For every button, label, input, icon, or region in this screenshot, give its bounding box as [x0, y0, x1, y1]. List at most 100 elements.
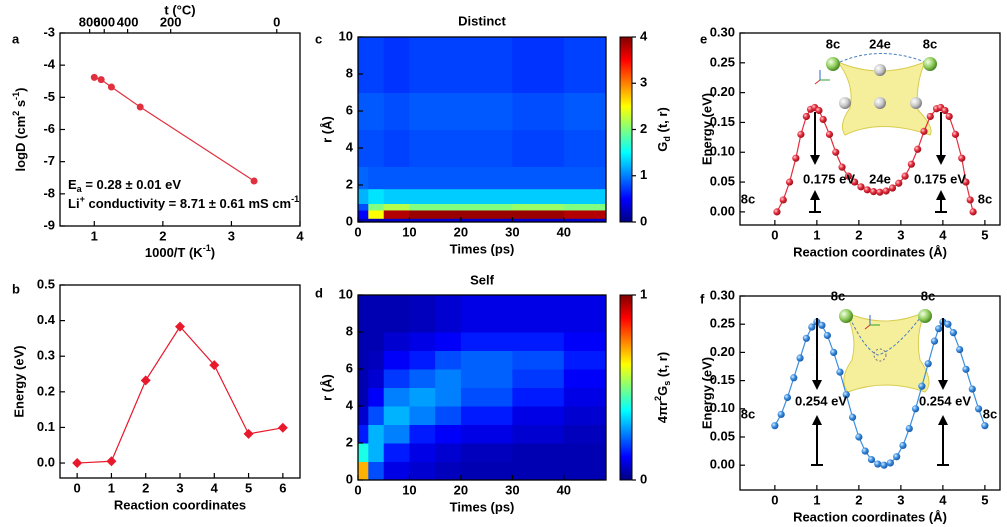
x-tick-label: 5: [981, 492, 988, 507]
heatmap-cell: [368, 369, 385, 388]
data-point: [771, 422, 779, 430]
x-tick-label: 3: [228, 228, 235, 243]
heatmap-cell: [563, 92, 606, 130]
heatmap-cell: [512, 443, 565, 462]
heatmap-cell: [409, 387, 436, 407]
text-part: ): [13, 88, 28, 92]
heatmap-cell: [460, 129, 513, 167]
heatmap-cell: [368, 443, 385, 462]
heatmap-cell: [512, 369, 565, 388]
panel-label: d: [315, 285, 323, 300]
plot-frame: [739, 295, 1001, 491]
arrow-head: [812, 380, 822, 390]
y-tick-label: 10: [339, 28, 353, 43]
data-point: [106, 456, 117, 467]
chart-title: Self: [470, 272, 495, 287]
heatmap-cell: [383, 406, 410, 425]
heatmap-cell: [512, 424, 565, 444]
heatmap-cell: [383, 218, 410, 223]
y-tick-label: -8: [43, 185, 55, 200]
text-part: 4πr: [655, 401, 670, 423]
x2-tick-label: 400: [117, 14, 139, 29]
x2-tick-label: 200: [160, 14, 182, 29]
x-tick-label: 10: [402, 224, 416, 239]
heatmap-cell: [368, 295, 385, 333]
heatmap-cell: [563, 424, 606, 444]
heatmap-cell: [512, 209, 565, 219]
plot-frame: [357, 294, 607, 481]
data-point: [886, 459, 894, 467]
colorbar: [619, 36, 633, 223]
heatmap-cell: [563, 387, 606, 407]
text-part: conductivity = 8.71 ± 0.61 mS cm: [85, 196, 291, 211]
heatmap-cell: [383, 129, 410, 167]
data-point: [783, 393, 792, 402]
data-point: [941, 106, 949, 115]
data-point: [851, 178, 859, 186]
heatmap-cell: [563, 295, 606, 333]
heatmap-cell: [409, 188, 462, 204]
y-tick-label: 0.00: [710, 457, 735, 472]
data-point: [966, 196, 974, 204]
heatmap-cell: [460, 369, 513, 388]
heatmap-cell: [435, 350, 462, 370]
data-point: [962, 365, 970, 373]
data-point: [802, 334, 810, 342]
data-point: [832, 148, 840, 156]
chart-title: Distinct: [458, 13, 506, 28]
x-tick-label: 0: [771, 227, 778, 242]
heatmap-cell: [383, 387, 410, 407]
heatmap-cell: [512, 92, 565, 130]
text-part: G: [655, 142, 670, 152]
annotation: 8c: [741, 191, 755, 206]
heatmap-cell: [512, 166, 565, 190]
text-part: d: [662, 136, 672, 142]
inset-label: 24e: [869, 36, 891, 51]
data-point: [792, 154, 800, 162]
x-tick-label: 2: [142, 480, 149, 495]
heatmap-cell: [460, 188, 513, 204]
x-tick-label: 6: [279, 480, 286, 495]
y-tick-label: 0.1: [37, 419, 55, 434]
data-point: [796, 354, 804, 362]
heatmap-cell: [368, 332, 385, 351]
text-part: Li: [68, 196, 80, 211]
data-point: [90, 73, 98, 81]
heatmap-cell: [460, 387, 513, 407]
x-tick-label: 4: [296, 228, 304, 243]
heatmap-cell: [368, 350, 385, 370]
heatmap-cell: [383, 92, 410, 130]
heatmap-cell: [368, 129, 385, 167]
y-tick-label: 6: [346, 360, 353, 375]
heatmap-cell: [512, 332, 565, 351]
data-point: [209, 360, 220, 371]
x-tick-label: 40: [557, 482, 571, 497]
heatmap-cell: [358, 92, 369, 130]
y-axis-label: Energy (eV): [11, 345, 26, 417]
heatmap-cell: [460, 461, 513, 481]
data-point: [797, 130, 805, 138]
x-tick-label: 3: [897, 227, 904, 242]
heatmap-cell: [358, 129, 369, 167]
text-part: s: [13, 100, 28, 111]
arrow-head: [936, 155, 946, 165]
text-part: (t, r): [655, 107, 670, 136]
heatmap-cell: [368, 188, 385, 204]
data-point: [958, 154, 966, 162]
x-tick-label: 4: [939, 227, 947, 242]
x-tick-label: 1: [813, 227, 820, 242]
y-axis-label: Energy (eV): [699, 93, 714, 165]
x-tick-label: 2: [855, 492, 862, 507]
annotation: 0.175 eV: [803, 171, 855, 186]
annotation: 24e: [869, 171, 891, 186]
heatmap-cell: [409, 92, 462, 130]
heatmap-cell: [512, 350, 565, 370]
heatmap-cell: [383, 461, 410, 481]
data-point: [842, 391, 850, 399]
data-point: [893, 453, 901, 461]
data-point: [857, 183, 865, 191]
data-point: [819, 115, 827, 124]
colorbar-tick-label: 3: [640, 75, 647, 90]
y-tick-label: 8: [346, 65, 353, 80]
data-point: [924, 360, 932, 368]
